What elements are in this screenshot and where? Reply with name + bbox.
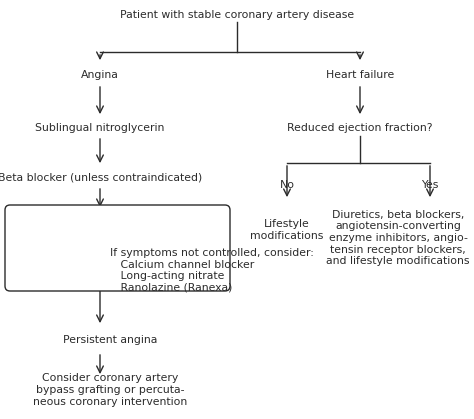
Text: Lifestyle
modifications: Lifestyle modifications bbox=[250, 219, 324, 241]
Text: No: No bbox=[280, 180, 294, 190]
Text: Reduced ejection fraction?: Reduced ejection fraction? bbox=[287, 123, 433, 133]
Text: Patient with stable coronary artery disease: Patient with stable coronary artery dise… bbox=[120, 10, 354, 20]
Text: Diuretics, beta blockers,
angiotensin-converting
enzyme inhibitors, angio-
tensi: Diuretics, beta blockers, angiotensin-co… bbox=[326, 210, 470, 266]
Text: If symptoms not controlled, consider:
   Calcium channel blocker
   Long-acting : If symptoms not controlled, consider: Ca… bbox=[110, 248, 314, 293]
Text: Consider coronary artery
bypass grafting or percuta-
neous coronary intervention: Consider coronary artery bypass grafting… bbox=[33, 373, 187, 406]
Text: Angina: Angina bbox=[81, 70, 119, 80]
Text: Yes: Yes bbox=[421, 180, 439, 190]
Text: Sublingual nitroglycerin: Sublingual nitroglycerin bbox=[35, 123, 164, 133]
Text: Beta blocker (unless contraindicated): Beta blocker (unless contraindicated) bbox=[0, 172, 202, 182]
Text: Persistent angina: Persistent angina bbox=[63, 335, 157, 345]
Text: Heart failure: Heart failure bbox=[326, 70, 394, 80]
FancyBboxPatch shape bbox=[5, 205, 230, 291]
